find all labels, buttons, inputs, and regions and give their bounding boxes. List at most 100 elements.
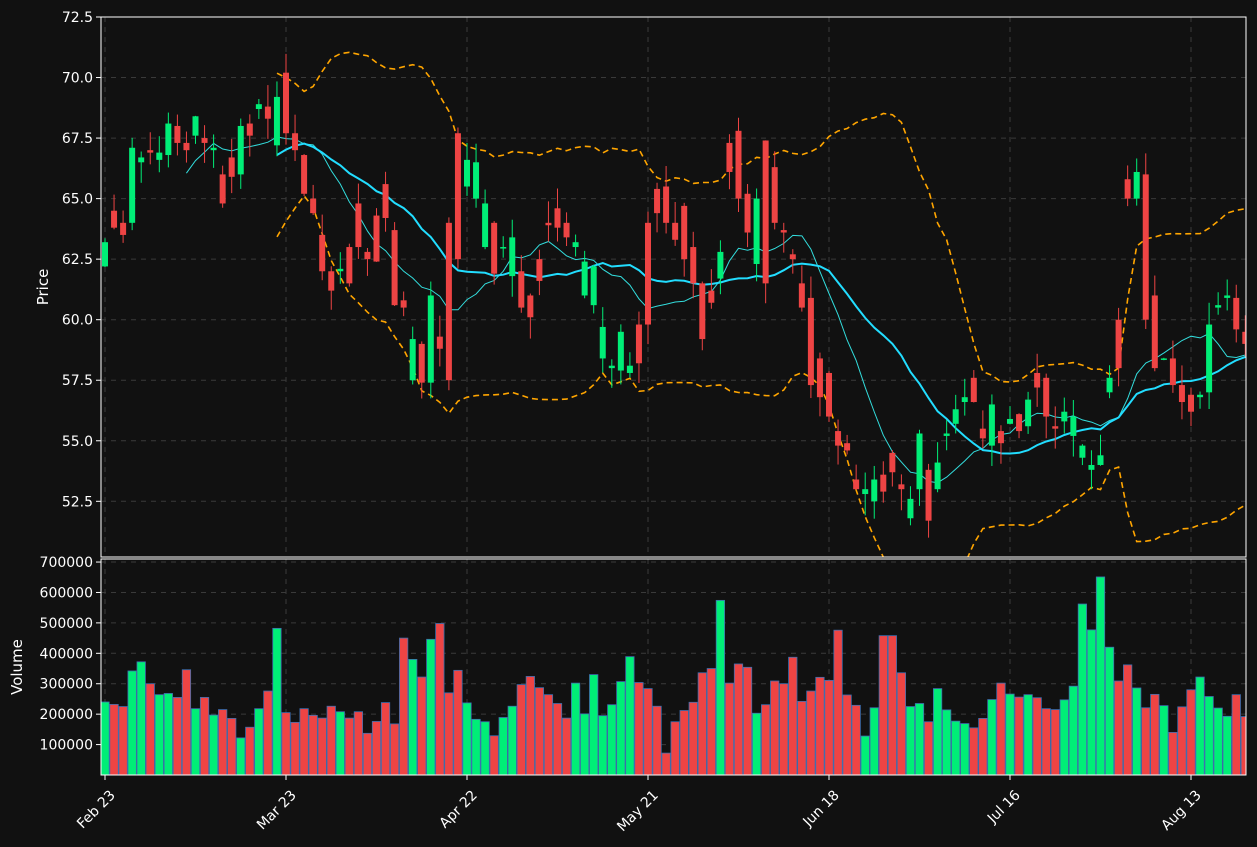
x-tick-label: May 21 [614,787,662,835]
volume-bar [1114,680,1124,775]
volume-bar [679,710,689,775]
volume-bar [399,637,409,775]
volume-bar [1123,664,1133,775]
candle-body [871,479,878,502]
candle-body [174,125,181,143]
candle-body [400,300,407,308]
volume-tick-label: 700000 [40,555,93,571]
candle-body [753,198,760,264]
candle-body [563,222,570,238]
volume-bar [145,683,155,775]
volume-bar [1132,687,1142,775]
volume-bar [353,711,364,775]
volume-bar [480,721,490,775]
candle-body [102,242,108,267]
volume-bar [561,717,572,775]
candle-body [219,174,226,204]
candle-body [762,140,769,284]
volume-bar [589,674,599,775]
volume-bar [308,714,318,775]
candle-body [1043,377,1050,417]
candle-body [138,157,145,163]
volume-bar [181,669,192,775]
volume-bar [788,656,798,775]
volume-bar [227,718,237,775]
volume-bar [1014,696,1024,775]
price-tick-label: 55.0 [62,434,93,450]
candles [102,53,1246,538]
volume-axis-label: Volume [8,639,26,695]
volume-bar [607,704,617,775]
volume-bar [172,697,182,775]
volume-bar [136,661,146,775]
volume-bar [263,690,273,775]
volume-bar [1204,696,1214,775]
volume-bar [869,707,879,775]
volume-bar [815,676,825,775]
candle-body [1151,295,1158,369]
price-grid [101,16,1246,557]
candle-body [970,377,977,403]
volume-bar [1059,699,1069,775]
volume-bar [752,712,762,775]
candle-body [192,116,199,136]
volume-bar [1186,689,1196,775]
volume-bar [245,726,255,775]
volume-bar [362,732,373,775]
candle-body [373,215,380,262]
candle-body [418,343,425,383]
candle-body [1106,377,1113,393]
candle-body [346,247,353,284]
volume-bar [960,723,970,775]
volume-bar [779,683,789,775]
price-axis-ticks: 52.5 55.0 57.5 60.0 62.5 65.0 67.5 70.0 72.5 [62,10,101,510]
volume-bar [987,699,997,775]
volume-bar [344,717,354,775]
volume-bar [109,704,119,775]
volume-bar [380,702,391,775]
candle-body [454,133,461,260]
candle-body [1178,385,1185,403]
candle-body [1124,179,1131,199]
candle-body [1242,331,1246,344]
volume-bar [978,718,988,775]
candle-body [1188,394,1194,412]
candle-body [898,484,905,490]
volume-bar [652,705,662,775]
volume-bar [435,623,445,775]
candle-body [807,297,814,386]
volume-tick-label: 500000 [40,616,93,632]
bollinger-lower-line [276,194,1246,557]
candle-body [717,251,724,279]
candle-body [382,184,389,218]
candle-body [436,336,443,349]
candle-body [391,230,398,306]
candle-body [862,489,869,495]
volume-panel-frame [100,558,1247,776]
candle-body [292,133,299,151]
candle-body [943,433,950,436]
volume-bar [1023,694,1033,775]
volume-bar [281,712,291,775]
volume-bar [471,718,481,775]
volume-bar [127,670,137,775]
volume-bar [254,708,264,775]
bollinger-upper-line [276,51,1246,383]
x-tick-label: Apr 22 [437,787,481,831]
volume-bar [797,700,807,775]
volume-bar [706,668,716,775]
volume-bar [236,737,246,775]
price-tick-label: 72.5 [62,10,93,26]
candle-body [635,324,642,364]
volume-tick-label: 100000 [40,738,93,754]
volume-bar [923,721,934,775]
volume-bar [525,676,535,775]
volume-bar [299,708,309,775]
candle-body [328,271,335,291]
candle-body [744,193,751,233]
volume-bar [190,708,201,775]
candle-body [129,147,136,223]
price-panel: 52.5 55.0 57.5 60.0 62.5 65.0 67.5 70.0 72.5 Pri… [34,10,1247,558]
candle-body [925,469,932,521]
